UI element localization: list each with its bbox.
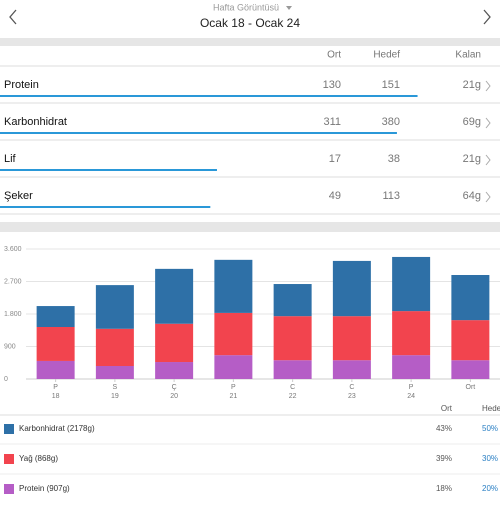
x-tick-label: C — [349, 384, 354, 391]
bar-segment — [155, 268, 194, 324]
bar-segment — [214, 355, 253, 379]
legend-swatch — [4, 454, 14, 464]
remaining: 69g — [463, 116, 481, 128]
row[interactable] — [0, 140, 500, 177]
bar-segment — [273, 284, 312, 317]
bar-segment — [273, 316, 312, 361]
bar-segment — [155, 362, 194, 379]
progress-bar — [0, 95, 418, 97]
average-share: 18% — [436, 484, 452, 493]
row[interactable] — [0, 103, 500, 140]
bar-segment — [451, 320, 490, 361]
goal-share: 50% — [482, 424, 498, 433]
nutrient-name: Karbonhidrat — [4, 116, 67, 128]
bar-segment — [214, 259, 253, 313]
goal: 38 — [388, 153, 400, 165]
bar-segment — [451, 275, 490, 321]
bar-segment — [273, 360, 312, 379]
legend-swatch — [4, 484, 14, 494]
row[interactable] — [0, 66, 500, 103]
y-tick-label: 3.600 — [4, 246, 22, 253]
x-tick-sublabel: 20 — [170, 393, 178, 400]
chevron[interactable] — [485, 191, 491, 203]
nutrient-name: Lif — [4, 153, 17, 165]
divider-band — [0, 222, 500, 232]
column-header: Hedef — [373, 50, 400, 61]
nutrient-name: Şeker — [4, 190, 33, 202]
bar-segment — [155, 323, 194, 363]
column-header: Ort — [327, 50, 341, 61]
average: 311 — [323, 116, 341, 128]
legend-label: Protein (907g) — [19, 484, 70, 493]
progress-bar — [0, 169, 217, 171]
goal: 380 — [382, 116, 400, 128]
column-header: Kalan — [455, 50, 481, 61]
y-tick-label: 0 — [4, 376, 8, 383]
bar-segment — [392, 256, 431, 312]
x-tick-label: P — [53, 384, 58, 391]
average-share: 39% — [436, 454, 452, 463]
x-tick-sublabel: 21 — [229, 393, 237, 400]
goal: 113 — [382, 190, 400, 202]
bar-segment — [95, 285, 134, 329]
x-tick-sublabel: 22 — [289, 393, 297, 400]
x-tick-sublabel: 24 — [407, 393, 415, 400]
legend-label: Yağ (868g) — [19, 454, 58, 463]
x-tick-label: C — [290, 384, 295, 391]
nutrient-name: Protein — [4, 79, 39, 91]
bar-segment — [332, 260, 371, 317]
remaining: 64g — [463, 190, 481, 202]
goal-share: 30% — [482, 454, 498, 463]
divider-band — [0, 38, 500, 46]
bar-segment — [392, 311, 431, 356]
column-header: Ort — [441, 404, 453, 413]
chevron[interactable] — [485, 117, 491, 129]
bar-segment — [36, 360, 75, 379]
chevron[interactable] — [485, 154, 491, 166]
bar-segment — [214, 312, 253, 356]
average: 130 — [323, 79, 341, 91]
next-week[interactable] — [483, 9, 491, 25]
y-tick-label: 900 — [4, 343, 16, 350]
bar-segment — [392, 355, 431, 379]
average: 17 — [329, 153, 341, 165]
progress-bar — [0, 132, 397, 134]
week-range: Ocak 18 - Ocak 24 — [200, 16, 300, 30]
goal-share: 20% — [482, 484, 498, 493]
remaining: 21g — [463, 153, 481, 165]
view-selector[interactable]: Hafta Görüntüsü — [213, 2, 279, 12]
legend-swatch — [4, 424, 14, 434]
x-tick-sublabel: 23 — [348, 393, 356, 400]
row[interactable] — [0, 177, 500, 214]
bar-segment — [332, 360, 371, 379]
x-tick-label: P — [409, 384, 414, 391]
average: 49 — [329, 190, 341, 202]
bar-segment — [451, 360, 490, 379]
remaining: 21g — [463, 79, 481, 91]
bar-segment — [332, 316, 371, 361]
bar-segment — [36, 306, 75, 327]
x-tick-label: P — [231, 384, 236, 391]
x-tick-label: S — [113, 384, 118, 391]
bar-segment — [36, 327, 75, 361]
chevron[interactable] — [485, 80, 491, 92]
bar-segment — [95, 328, 134, 366]
x-tick-sublabel: 19 — [111, 393, 119, 400]
legend-label: Karbonhidrat (2178g) — [19, 424, 95, 433]
x-tick-label: Ort — [466, 384, 476, 391]
x-tick-label: Ç — [172, 384, 177, 391]
y-tick-label: 1.800 — [4, 311, 22, 318]
bar-segment — [95, 366, 134, 379]
goal: 151 — [382, 79, 400, 91]
x-tick-sublabel: 18 — [52, 393, 60, 400]
y-tick-label: 2.700 — [4, 278, 22, 285]
dropdown-icon[interactable] — [286, 6, 292, 10]
progress-bar — [0, 206, 211, 208]
prev-week[interactable] — [9, 9, 17, 25]
column-header: Hedef — [482, 404, 500, 413]
average-share: 43% — [436, 424, 452, 433]
